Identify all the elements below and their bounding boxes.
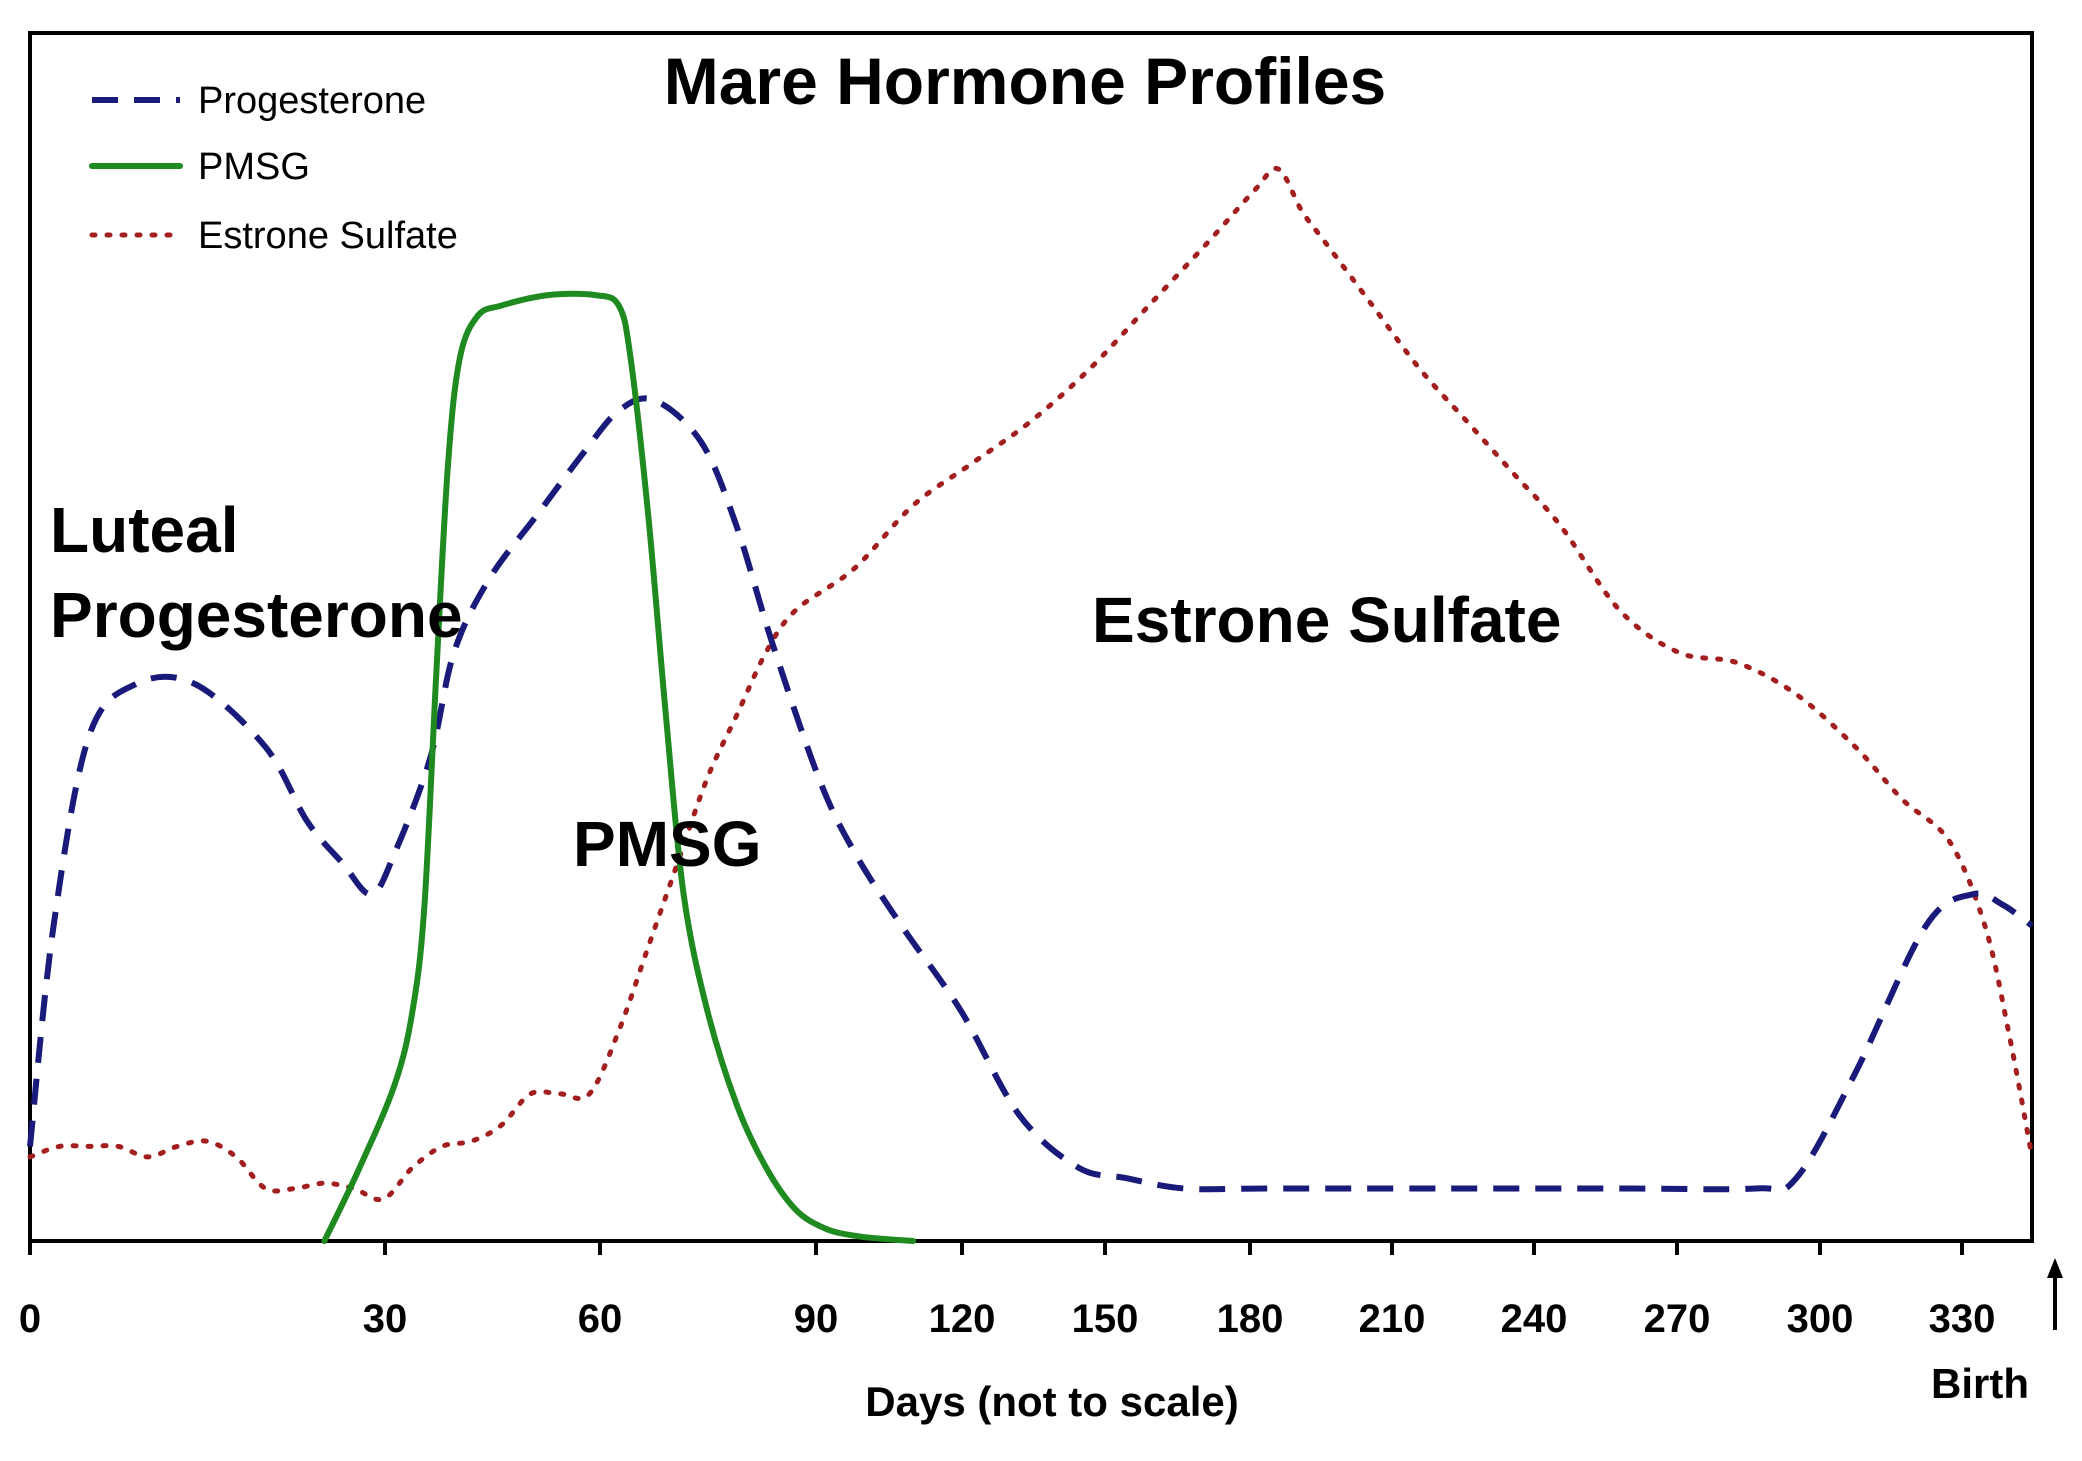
legend-label-progesterone: Progesterone [198,80,426,122]
birth-label: Birth [1931,1360,2029,1407]
x-tick-label: 30 [363,1297,408,1341]
x-tick-label: 120 [929,1297,996,1341]
series-line-pmsg [321,290,917,1244]
x-tick-label: 0 [19,1297,41,1341]
annotation-pmsg: PMSG [573,808,761,880]
x-tick-label: 180 [1217,1297,1284,1341]
x-axis-label: Days (not to scale) [865,1378,1238,1425]
series-line-progesterone [27,395,2034,1193]
legend: Progesterone PMSG Estrone Sulfate [89,80,458,257]
legend-label-estrone-sulfate: Estrone Sulfate [198,215,458,257]
series-layer [27,165,2035,1244]
x-tick-label: 300 [1787,1297,1854,1341]
birth-marker: Birth [1931,1258,2063,1407]
annotation-progesterone: Progesterone [50,579,463,651]
chart-title: Mare Hormone Profiles [664,44,1387,118]
x-tick-label: 330 [1929,1297,1996,1341]
legend-label-pmsg: PMSG [198,146,310,188]
birth-arrow-head [2047,1258,2063,1278]
x-tick-label: 150 [1072,1297,1139,1341]
x-tick-label: 60 [578,1297,623,1341]
plot-frame [28,31,2034,1243]
annotation-luteal: Luteal [50,494,238,566]
x-tick-label: 270 [1644,1297,1711,1341]
x-tick-label: 90 [794,1297,839,1341]
x-tick-label: 240 [1501,1297,1568,1341]
x-axis-ticks: 0 30 60 90 120 150 180 210 240 270 300 330 [19,1241,1996,1341]
series-line-estrone-sulfate [27,165,2035,1203]
x-tick-label: 210 [1359,1297,1426,1341]
annotation-estrone-sulfate: Estrone Sulfate [1092,584,1561,656]
